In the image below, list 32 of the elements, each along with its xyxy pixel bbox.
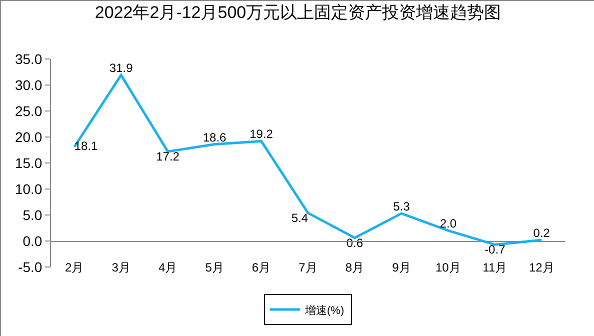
y-tick-label: 5.0 <box>22 206 42 223</box>
x-tick-label: 9月 <box>392 260 411 274</box>
legend-label: 增速(%) <box>304 304 344 317</box>
x-tick-label: 6月 <box>252 260 271 274</box>
y-tick-label: 35.0 <box>14 50 42 67</box>
data-label: 19.2 <box>250 127 274 142</box>
data-label: 31.9 <box>109 61 134 76</box>
x-tick-label: 11月 <box>482 260 508 274</box>
x-tick-label: 12月 <box>528 260 554 274</box>
y-tick-label: -5.0 <box>18 258 42 275</box>
data-label: 5.3 <box>393 199 410 214</box>
y-tick-label: 0.0 <box>22 232 42 249</box>
chart-title: 2022年2月-12月500万元以上固定资产投资增速趋势图 <box>94 2 502 22</box>
x-tick-label: 4月 <box>158 260 178 274</box>
data-label: 17.2 <box>156 150 180 164</box>
data-label: 0.2 <box>533 226 550 240</box>
x-tick-label: 3月 <box>112 260 130 274</box>
data-label: 18.6 <box>202 130 227 144</box>
x-tick-label: 5月 <box>205 260 224 274</box>
x-tick-label: 10月 <box>436 260 461 274</box>
data-label: 5.4 <box>291 210 308 225</box>
data-label: -0.7 <box>484 242 506 257</box>
y-tick-label: 30.0 <box>14 76 42 93</box>
y-tick-label: 15.0 <box>14 154 42 171</box>
x-tick-label: 7月 <box>298 260 318 274</box>
x-tick-label: 2月 <box>65 260 84 274</box>
y-tick-label: 20.0 <box>14 128 42 145</box>
data-label: 2.0 <box>440 216 457 231</box>
data-label: 18.1 <box>74 138 98 153</box>
y-tick-label: 10.0 <box>14 180 42 197</box>
x-tick-label: 8月 <box>345 260 364 274</box>
y-tick-label: 25.0 <box>14 102 42 119</box>
